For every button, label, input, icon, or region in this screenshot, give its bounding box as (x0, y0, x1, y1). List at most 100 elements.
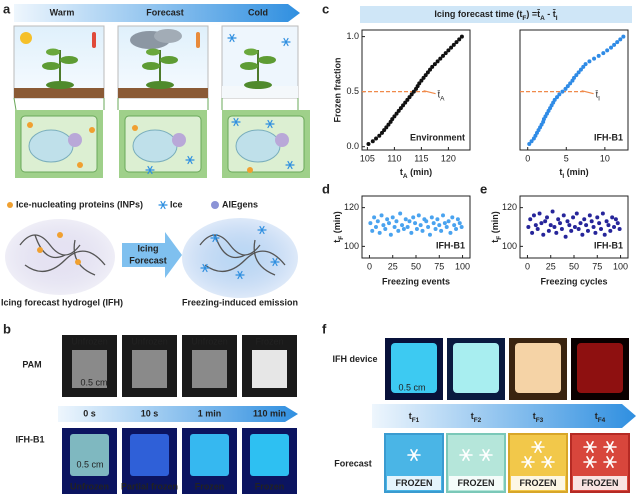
point (574, 73, 579, 78)
point (559, 226, 564, 231)
point (441, 53, 445, 58)
time-label-part: F3 (536, 417, 544, 424)
x-tick-label: 75 (434, 261, 444, 271)
arrow-label: Forecast (129, 255, 167, 265)
point (560, 89, 565, 94)
chart-title-part: A (540, 15, 545, 22)
point (377, 133, 382, 138)
point (387, 221, 391, 226)
point (439, 228, 444, 233)
point (417, 81, 422, 86)
y-axis-label-part: F (338, 236, 345, 240)
point (550, 209, 555, 214)
point (442, 221, 447, 226)
state-label: Frozen (195, 481, 225, 491)
time-label: tF4 (595, 411, 606, 424)
time-label: 110 min (253, 408, 286, 418)
point (398, 106, 403, 111)
state-label: Unfrozen (131, 336, 168, 346)
point (441, 213, 445, 218)
point (411, 215, 416, 220)
point (430, 64, 435, 69)
point (390, 117, 395, 122)
time-label-part: t (409, 411, 412, 421)
point (571, 215, 576, 220)
state-label: Unfrozen (70, 481, 109, 491)
chart-title-part: I (556, 15, 558, 22)
point (455, 217, 460, 222)
point (424, 219, 429, 224)
point (423, 73, 428, 78)
point (548, 223, 553, 228)
chart-title: Icing forecast time (tF) =t̄A - t̄I (434, 9, 557, 22)
point (617, 226, 622, 231)
x-axis-label-part: (min) (408, 167, 433, 177)
row-label: IFH device (332, 354, 377, 364)
state-label: FROZEN (396, 478, 433, 488)
point (582, 217, 587, 222)
point (527, 141, 532, 146)
point (599, 226, 603, 231)
point (591, 225, 596, 229)
x-tick-label: 25 (546, 261, 556, 271)
y-axis-label: tF (min) (332, 211, 345, 242)
x-axis-label: tI (min) (559, 167, 588, 180)
point (429, 215, 434, 220)
point (444, 225, 449, 229)
x-tick-label: 100 (455, 261, 470, 271)
point (580, 232, 585, 237)
annotation: t̄A (437, 90, 445, 103)
point (587, 59, 592, 64)
point (386, 122, 391, 127)
point (609, 45, 614, 50)
point (426, 225, 431, 229)
time-label-part: t (533, 411, 536, 421)
point (589, 219, 594, 224)
x-axis-label-part: t (559, 167, 562, 177)
panel-f: f IFH device Forecast tF1FROZENtF2FROZEN… (322, 321, 636, 493)
point (587, 213, 592, 218)
scenes (13, 25, 299, 99)
point (576, 70, 581, 75)
x-axis-label: Freezing events (382, 276, 450, 286)
plot-frame (519, 29, 629, 151)
chart-title-part: ) =t̄ (526, 9, 540, 19)
point (546, 228, 551, 233)
state-band (573, 476, 627, 490)
panel-b: b PAM IFH-B1 Unfrozen 0 s Unfrozen Unfrozen… (3, 321, 298, 494)
point (613, 217, 618, 222)
point (366, 141, 371, 146)
point (432, 62, 437, 67)
x-axis-label: Freezing cycles (540, 276, 607, 286)
x-tick-label: 115 (414, 153, 428, 163)
point (403, 100, 408, 105)
y-tick-label: 0.0 (346, 141, 359, 151)
title-band (360, 6, 632, 23)
ifh-sample (130, 434, 169, 476)
pam-sample (252, 350, 287, 388)
state-label: FROZEN (520, 478, 557, 488)
point (373, 225, 378, 229)
device-sample (515, 343, 561, 393)
point (595, 215, 600, 220)
point (552, 97, 557, 102)
point (592, 56, 597, 61)
y-tick-label: 120 (344, 202, 359, 212)
point (405, 97, 410, 102)
series-label: IFH-B1 (594, 132, 623, 142)
arrow-label: Icing (137, 243, 158, 253)
y-axis-label-part: F (496, 236, 503, 240)
row-label: Forecast (334, 458, 372, 468)
time-label: 1 min (198, 408, 222, 418)
series-label: IFH-B1 (594, 240, 623, 250)
point (433, 226, 438, 231)
point (585, 228, 590, 233)
point (454, 226, 459, 231)
point (621, 34, 626, 39)
x-tick-label: 110 (387, 153, 401, 163)
row-label: PAM (22, 359, 41, 369)
point (370, 139, 375, 144)
point (581, 64, 586, 69)
point (450, 215, 455, 220)
point (438, 56, 443, 61)
